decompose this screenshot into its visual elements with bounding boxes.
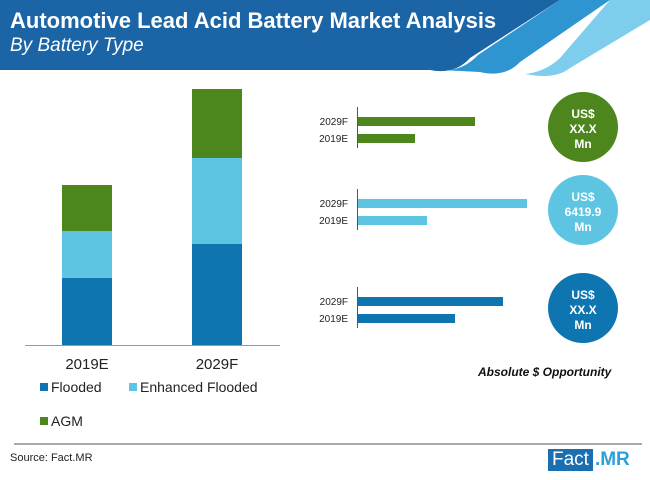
y-tick-label: 2029F	[320, 117, 348, 128]
opportunity-value: US$	[571, 107, 595, 121]
legend-agm: AGM	[40, 413, 83, 429]
hbar-agm-2029F	[358, 117, 475, 126]
bar-agm-2019E	[62, 185, 112, 231]
source-note: Source: Fact.MR	[10, 452, 93, 464]
legend-swatch	[129, 383, 137, 391]
opportunity-value: US$	[571, 190, 595, 204]
y-tick-label: 2019E	[319, 314, 348, 325]
opportunity-value: Mn	[574, 220, 591, 234]
page-subtitle: By Battery Type	[10, 35, 144, 56]
legend-swatch	[40, 417, 48, 425]
opportunity-circle	[548, 175, 618, 245]
opportunity-circle	[548, 273, 618, 343]
hbar-flooded-2029F	[358, 297, 503, 306]
hbar-enhanced-flooded-2029F	[358, 199, 527, 208]
legend-label: AGM	[51, 413, 83, 429]
opportunity-caption: Absolute $ Opportunity	[478, 365, 612, 379]
bar-enhanced-flooded-2019E	[62, 231, 112, 278]
bar-enhanced-flooded-2029F	[192, 158, 242, 244]
hbar-enhanced-flooded-2019E	[358, 216, 427, 225]
header-banner	[0, 0, 650, 76]
opportunity-value: XX.X	[569, 303, 596, 317]
y-tick-label: 2029F	[320, 199, 348, 210]
hbar-flooded-2019E	[358, 314, 455, 323]
opportunity-value: 6419.9	[565, 205, 602, 219]
bar-agm-2029F	[192, 89, 242, 158]
chart-area: 2019E 2029F2029F2019EUS$XX.XMn2029F2019EU…	[25, 89, 618, 373]
bar-flooded-2019E	[62, 278, 112, 345]
opportunity-value: US$	[571, 288, 595, 302]
x-tick-label: 2019E	[65, 356, 108, 373]
footer-divider	[14, 443, 642, 445]
page-title: Automotive Lead Acid Battery Market Anal…	[10, 8, 497, 33]
y-tick-label: 2019E	[319, 216, 348, 227]
hbar-agm-2019E	[358, 134, 415, 143]
y-tick-label: 2019E	[319, 134, 348, 145]
x-tick-label: 2029F	[196, 356, 239, 373]
opportunity-value: Mn	[574, 318, 591, 332]
legend-label: Flooded	[51, 379, 102, 395]
logo-part: .MR	[594, 449, 630, 470]
opportunity-value: Mn	[574, 137, 591, 151]
opportunity-value: XX.X	[569, 122, 596, 136]
bar-flooded-2029F	[192, 244, 242, 345]
legend-swatch	[40, 383, 48, 391]
legend-enhanced-flooded: Enhanced Flooded	[129, 379, 258, 395]
legend-label: Enhanced Flooded	[140, 379, 258, 395]
factmr-logo: Fact .MR	[548, 449, 630, 471]
opportunity-circle	[548, 92, 618, 162]
logo-part: Fact	[548, 449, 593, 471]
legend-flooded: Flooded	[40, 379, 102, 395]
y-tick-label: 2029F	[320, 297, 348, 308]
